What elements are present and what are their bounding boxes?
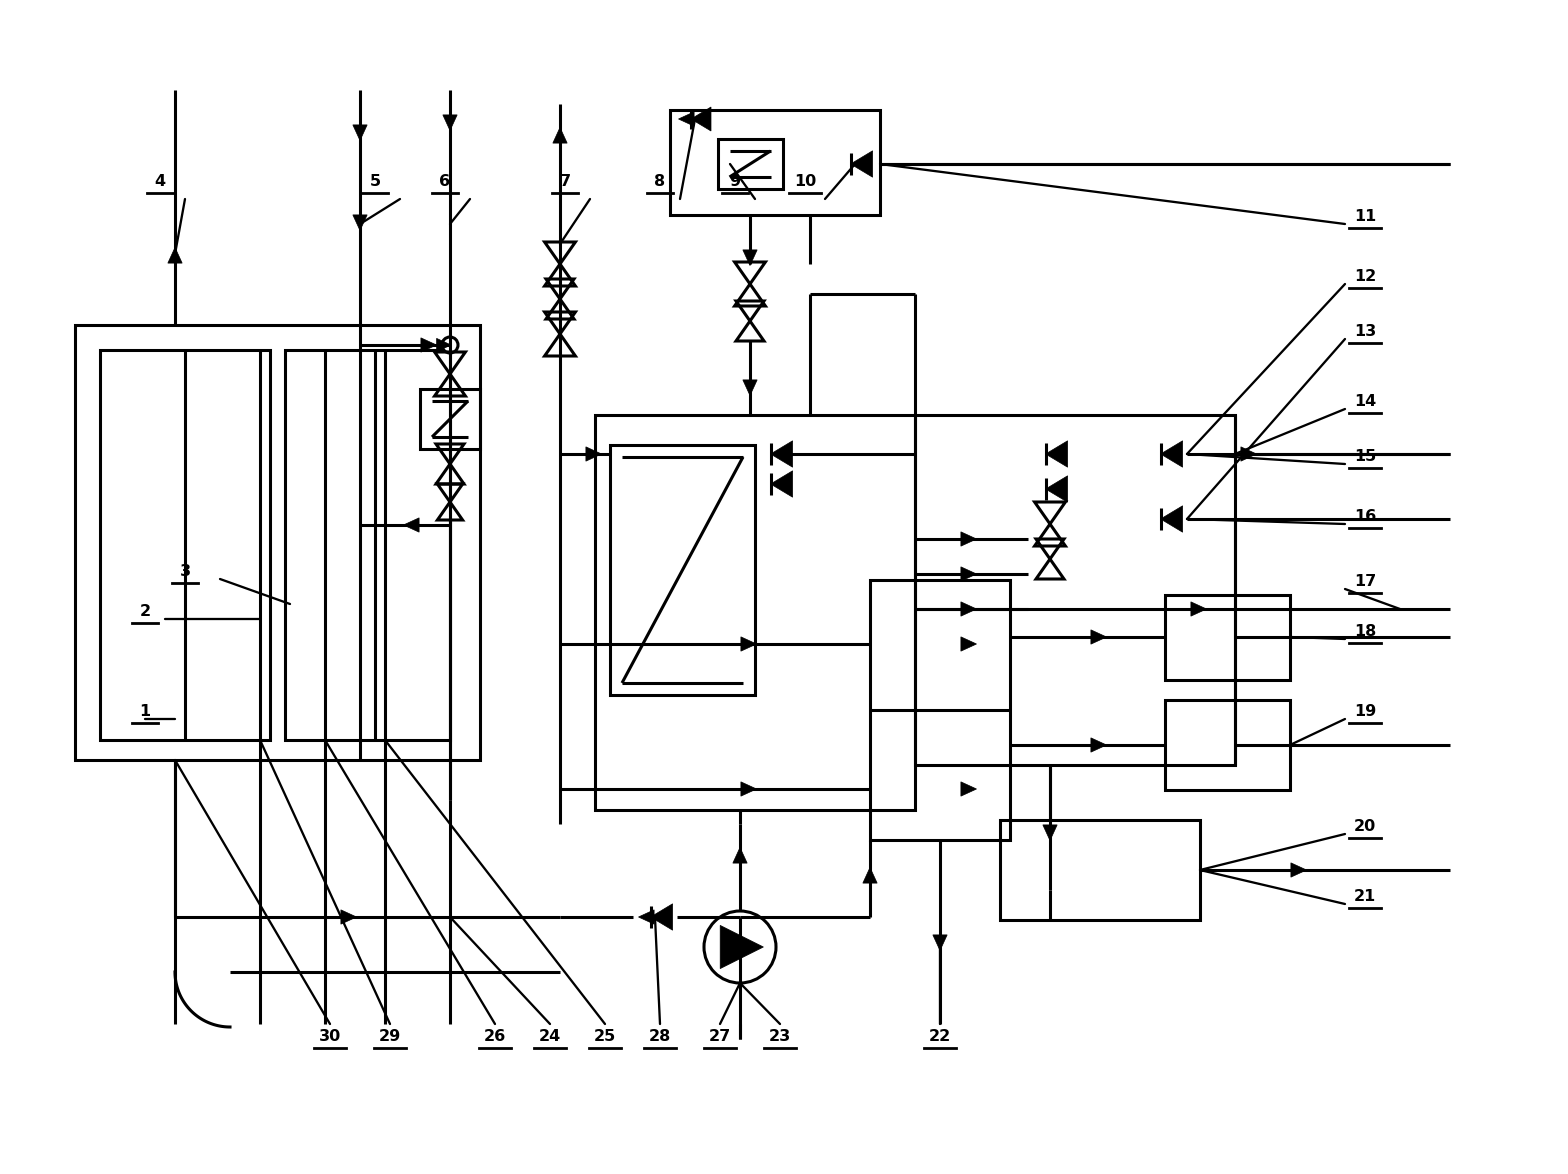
Text: 10: 10	[793, 174, 815, 189]
Polygon shape	[1091, 629, 1107, 645]
Text: 30: 30	[318, 1028, 342, 1044]
Polygon shape	[651, 904, 673, 930]
Polygon shape	[420, 338, 436, 352]
Text: 22: 22	[928, 1028, 952, 1044]
Polygon shape	[638, 910, 654, 924]
Text: 19: 19	[1353, 704, 1377, 718]
Text: 21: 21	[1353, 889, 1377, 904]
Bar	[285, 350, 450, 740]
Polygon shape	[1043, 825, 1057, 841]
Text: 14: 14	[1353, 394, 1377, 409]
Polygon shape	[862, 868, 877, 883]
Polygon shape	[436, 338, 452, 351]
Polygon shape	[1290, 863, 1306, 877]
Text: 6: 6	[439, 174, 450, 189]
Polygon shape	[403, 518, 419, 532]
Polygon shape	[743, 380, 757, 396]
Polygon shape	[742, 636, 756, 652]
Text: 29: 29	[379, 1028, 401, 1044]
Bar	[1165, 700, 1290, 790]
Polygon shape	[1160, 506, 1182, 532]
Text: 1: 1	[140, 704, 151, 718]
Polygon shape	[1046, 475, 1068, 502]
Polygon shape	[1160, 440, 1182, 467]
Text: 7: 7	[560, 174, 571, 189]
Polygon shape	[850, 150, 873, 177]
Bar	[594, 414, 916, 810]
Circle shape	[442, 337, 458, 353]
Polygon shape	[442, 115, 458, 130]
Bar	[1000, 819, 1200, 920]
Text: 11: 11	[1353, 209, 1377, 224]
Polygon shape	[770, 471, 792, 498]
Text: 25: 25	[594, 1028, 616, 1044]
Polygon shape	[961, 636, 977, 652]
Text: 12: 12	[1353, 269, 1377, 284]
Polygon shape	[961, 602, 977, 616]
Polygon shape	[961, 567, 977, 581]
Polygon shape	[770, 440, 792, 467]
Polygon shape	[554, 128, 568, 143]
Text: 5: 5	[370, 174, 381, 189]
Text: 26: 26	[485, 1028, 506, 1044]
Polygon shape	[353, 215, 367, 230]
Polygon shape	[720, 925, 764, 969]
Bar	[75, 325, 480, 760]
Bar	[916, 414, 1236, 765]
Text: 9: 9	[729, 174, 740, 189]
Polygon shape	[1046, 440, 1068, 467]
Polygon shape	[1240, 447, 1256, 461]
Polygon shape	[743, 250, 757, 265]
Bar	[670, 110, 880, 215]
Text: 17: 17	[1353, 574, 1377, 589]
Polygon shape	[340, 910, 356, 924]
Bar	[610, 445, 756, 695]
Polygon shape	[1192, 602, 1206, 616]
Bar	[870, 580, 1010, 841]
Polygon shape	[961, 532, 977, 546]
Text: 13: 13	[1353, 324, 1377, 339]
Polygon shape	[933, 935, 947, 951]
Text: 16: 16	[1353, 510, 1377, 524]
Text: 3: 3	[179, 564, 191, 579]
Polygon shape	[732, 848, 746, 863]
Text: 24: 24	[539, 1028, 561, 1044]
Polygon shape	[691, 107, 710, 131]
Text: 8: 8	[654, 174, 665, 189]
Text: 2: 2	[140, 603, 151, 619]
Bar	[100, 350, 270, 740]
Text: 15: 15	[1353, 448, 1377, 464]
Bar	[420, 389, 480, 448]
Text: 27: 27	[709, 1028, 731, 1044]
Polygon shape	[168, 248, 182, 263]
Text: 23: 23	[768, 1028, 792, 1044]
Polygon shape	[586, 447, 602, 461]
Polygon shape	[679, 112, 695, 126]
Bar	[1165, 595, 1290, 680]
Text: 20: 20	[1353, 819, 1377, 834]
Bar	[718, 139, 782, 189]
Polygon shape	[1091, 737, 1107, 753]
Text: 4: 4	[154, 174, 166, 189]
Polygon shape	[353, 124, 367, 141]
Text: 28: 28	[649, 1028, 671, 1044]
Text: 18: 18	[1353, 625, 1377, 639]
Polygon shape	[961, 782, 977, 796]
Polygon shape	[742, 782, 756, 796]
